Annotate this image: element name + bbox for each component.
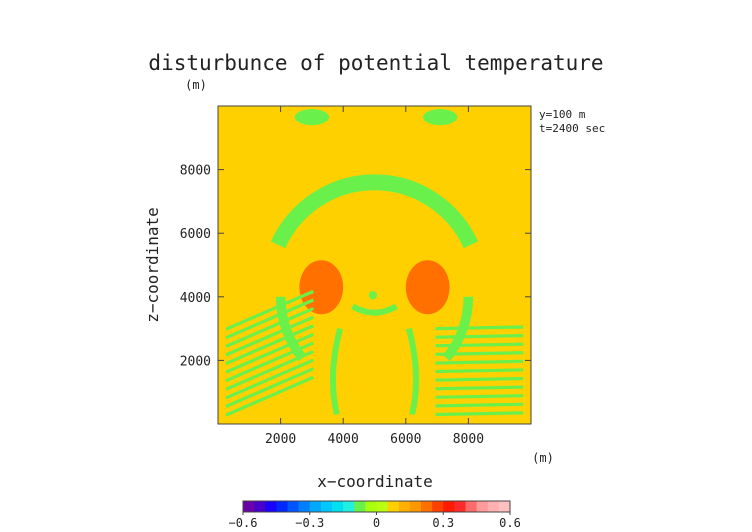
colorbar-swatch [465,501,477,512]
x-tick-label: 8000 [453,432,484,447]
colorbar-swatch [265,501,277,512]
colorbar-swatch [498,501,511,512]
annotation-time: t=2400 sec [539,122,605,135]
colorbar-swatch [343,501,355,512]
x-tick-label: 2000 [265,432,296,447]
colorbar-tick-label: −0.6 [229,516,258,530]
colorbar-swatch [254,501,266,512]
x-axis: 2000 4000 6000 8000 [265,106,484,447]
x-tick-label: 6000 [390,432,421,447]
heatmap-region [405,260,450,315]
colorbar-swatch [454,501,466,512]
heatmap-region [225,289,315,331]
heatmap-region [406,327,420,416]
colorbar-swatch [487,501,500,512]
heatmap-region [435,342,524,348]
heatmap-region [435,394,524,399]
heatmap-region [423,109,458,126]
chart-title: disturbunce of potential temperature [148,51,603,75]
x-axis-label: x−coordinate [317,472,433,491]
colorbar-swatch [354,501,366,512]
heatmap-region [225,332,315,374]
y-tick-label: 4000 [180,291,211,306]
colorbar-tick-label: 0 [373,516,380,530]
colorbar-tick-label: −0.3 [295,516,324,530]
heatmap-region [435,368,524,374]
colorbar-tick-label: 0.6 [499,516,521,530]
y-axis-label: z−coordinate [143,207,162,323]
colorbar-swatch [287,501,299,512]
heatmap-region [351,303,398,316]
heatmap-region [435,333,524,339]
plot-frame [217,105,532,425]
heatmap-region [225,367,315,408]
heatmap-region [225,375,315,417]
colorbar-swatch [387,501,400,512]
heatmap-region [435,385,524,391]
colorbar-swatch [409,501,422,512]
heatmap-region [225,350,315,391]
y-tick-label: 2000 [180,354,211,369]
colorbar-axis: −0.6 −0.3 0 0.3 0.6 [229,512,521,530]
colorbar [242,500,511,513]
colorbar-swatch [376,501,388,512]
heatmap-region [368,291,378,300]
heatmap-region [435,351,524,356]
colorbar-tick-label: 0.3 [432,516,454,530]
heatmap-background [218,106,531,424]
chart-title-unit: (m) [185,78,207,92]
heatmap-region [225,324,315,366]
x-axis-unit: (m) [532,451,554,465]
heatmap-region [435,325,524,331]
heatmap-region [435,402,524,408]
heatmap-region [225,298,315,340]
colorbar-swatch [365,501,377,512]
heatmap-region [225,315,315,357]
y-tick-label: 6000 [180,227,211,242]
heatmap-region [270,174,479,249]
colorbar-swatch [398,501,411,512]
heatmap-region [225,341,315,383]
colorbar-swatch [309,501,322,512]
heatmap-region [435,376,524,382]
heatmap-region [225,307,315,348]
colorbar-swatch [320,501,333,512]
colorbar-swatch [332,501,344,512]
heatmap-region [225,358,315,400]
heatmap-region [299,260,344,315]
colorbar-swatch [243,501,255,512]
annotation-y: y=100 m [539,108,586,121]
colorbar-swatch [421,501,433,512]
colorbar-swatch [443,501,455,512]
x-tick-label: 4000 [328,432,359,447]
colorbar-swatch [276,501,288,512]
colorbar-swatch [476,501,489,512]
y-axis: 2000 4000 6000 8000 [180,164,531,369]
y-tick-label: 8000 [180,164,211,179]
heatmap-region [294,109,330,126]
colorbar-swatch [298,501,311,512]
heatmap-region [435,411,524,417]
heatmap-region [435,359,524,365]
colorbar-swatch [432,501,444,512]
heatmap-area [218,106,531,424]
heatmap-region [329,327,343,416]
